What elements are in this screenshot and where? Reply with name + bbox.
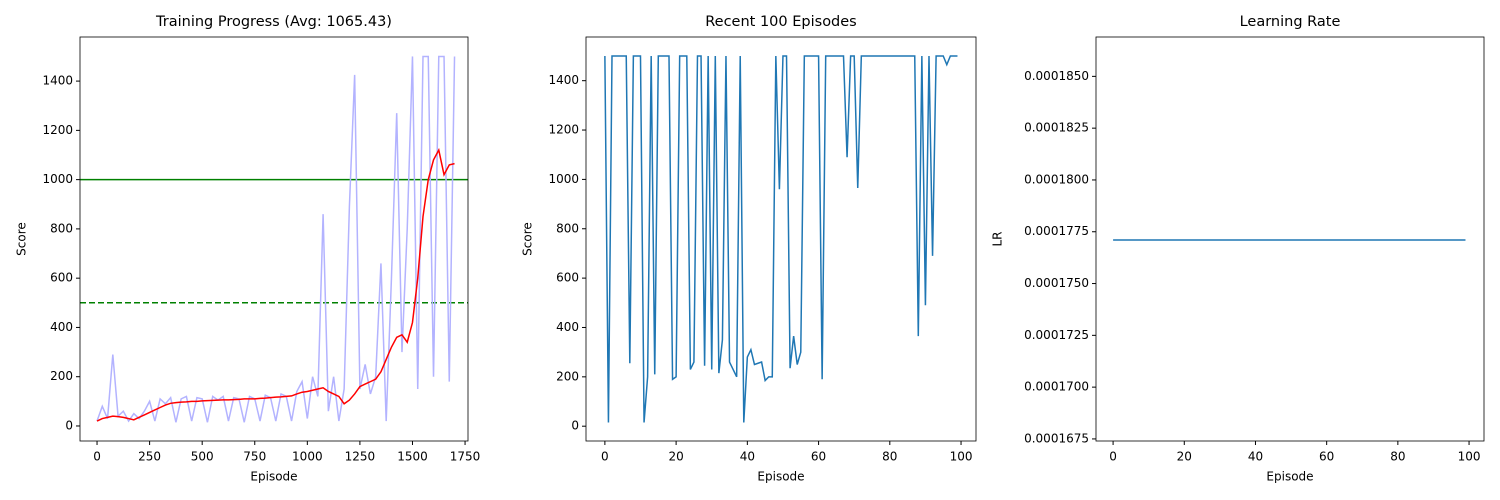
y-tick-label: 400	[50, 320, 73, 334]
x-axis-label: Episode	[757, 470, 804, 484]
y-tick-label: 1400	[42, 74, 73, 88]
chart-title: Recent 100 Episodes	[705, 14, 857, 30]
x-tick-label: 100	[1458, 450, 1481, 464]
y-tick-label: 200	[556, 369, 579, 383]
plot-area	[80, 55, 468, 423]
y-tick-label: 1000	[42, 172, 73, 186]
x-tick-label: 0	[93, 450, 101, 464]
x-tick-label: 1000	[292, 450, 323, 464]
x-tick-label: 20	[1177, 450, 1192, 464]
y-axis-label: Score	[521, 222, 535, 256]
x-tick-label: 1500	[397, 450, 428, 464]
x-tick-label: 250	[138, 450, 161, 464]
x-tick-label: 750	[243, 450, 266, 464]
x-tick-label: 1750	[450, 450, 481, 464]
series-line	[96, 55, 456, 423]
x-tick-label: 500	[191, 450, 214, 464]
y-tick-label: 0.0001675	[1024, 431, 1089, 445]
y-axis-label: Score	[15, 222, 29, 256]
y-tick-label: 0.0001725	[1024, 328, 1089, 342]
axes-frame	[79, 36, 469, 442]
x-axis-label: Episode	[1266, 470, 1313, 484]
x-tick-label: 60	[811, 450, 826, 464]
y-tick-label: 0.0001700	[1024, 380, 1089, 394]
x-tick-label: 60	[1319, 450, 1334, 464]
axes-frame	[585, 36, 977, 442]
x-axis-label: Episode	[250, 470, 297, 484]
x-tick-label: 20	[668, 450, 683, 464]
chart-title: Learning Rate	[1240, 14, 1341, 30]
y-tick-label: 800	[556, 221, 579, 235]
y-tick-label: 0	[571, 419, 579, 433]
x-tick-label: 80	[1390, 450, 1405, 464]
y-tick-label: 0	[65, 418, 73, 432]
axes-frame	[1095, 36, 1485, 442]
y-tick-label: 0.0001850	[1024, 69, 1089, 83]
y-tick-label: 0.0001825	[1024, 121, 1089, 135]
y-tick-label: 600	[556, 271, 579, 285]
x-tick-label: 80	[882, 450, 897, 464]
y-tick-label: 1200	[548, 123, 579, 137]
y-tick-label: 1000	[548, 172, 579, 186]
y-tick-label: 200	[50, 369, 73, 383]
y-tick-label: 0.0001775	[1024, 224, 1089, 238]
y-tick-label: 800	[50, 221, 73, 235]
y-tick-label: 0.0001750	[1024, 276, 1089, 290]
y-tick-label: 1400	[548, 73, 579, 87]
y-tick-label: 0.0001800	[1024, 172, 1089, 186]
series-line	[96, 147, 455, 422]
x-tick-label: 0	[1109, 450, 1117, 464]
x-tick-label: 40	[740, 450, 755, 464]
y-tick-label: 1200	[42, 123, 73, 137]
series-line	[604, 55, 958, 423]
x-tick-label: 40	[1248, 450, 1263, 464]
x-tick-label: 100	[950, 450, 973, 464]
y-axis-label: LR	[991, 231, 1005, 246]
y-tick-label: 400	[556, 320, 579, 334]
x-tick-label: 0	[601, 450, 609, 464]
y-tick-label: 600	[50, 271, 73, 285]
x-tick-label: 1250	[345, 450, 376, 464]
chart-title: Training Progress (Avg: 1065.43)	[155, 14, 392, 30]
plot-area	[604, 55, 958, 423]
